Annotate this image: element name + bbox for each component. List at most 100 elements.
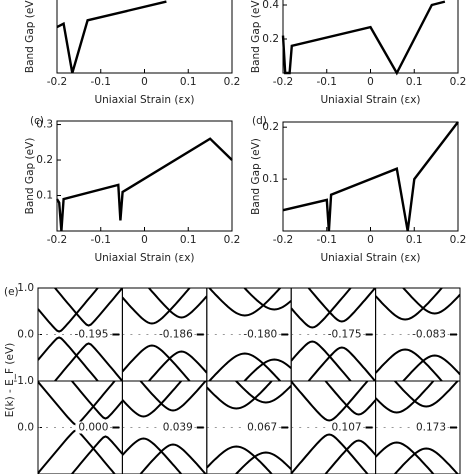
plot-frame: [282, 121, 459, 232]
band-line: [401, 354, 461, 381]
band-panel: -0.186: [121, 287, 208, 382]
strain-annotation: 0.039: [163, 422, 193, 434]
gap-curve: [55, 137, 233, 232]
band-line: [307, 346, 376, 381]
panel-label: (c): [30, 115, 44, 127]
y-axis-label: Band Gap (eV): [250, 0, 262, 73]
x-tick-label: 0: [141, 76, 148, 88]
y-tick-label: 0.0: [17, 329, 34, 341]
x-axis-label: Uniaxial Strain (εx): [320, 252, 420, 264]
band-line: [53, 342, 123, 381]
band-line: [206, 381, 274, 410]
x-tick-label: 0.1: [180, 234, 197, 246]
x-tick-label: 0: [367, 234, 374, 246]
bands: [122, 381, 207, 474]
band-panel: 0.173: [375, 380, 461, 474]
x-tick-label: 0.2: [450, 234, 467, 246]
band-panel: -0.195: [37, 287, 123, 382]
x-tick-label: -0.2: [47, 234, 68, 246]
band-line: [375, 441, 435, 474]
x-tick-label: -0.2: [273, 234, 294, 246]
bands: [38, 288, 123, 381]
x-tick-label: -0.1: [317, 234, 338, 246]
label-bg: [244, 421, 278, 434]
y-tick-label: 1.0: [17, 282, 34, 294]
x-axis-label: Uniaxial Strain (εx): [320, 94, 420, 106]
strain-annotation: -0.186: [159, 329, 193, 341]
bands: [206, 288, 292, 381]
y-axis-label: Band Gap (eV): [250, 138, 262, 215]
bands: [206, 381, 292, 474]
y-tick-label: 0.1: [262, 173, 279, 185]
y-axis-label: Band Gap (eV): [24, 0, 36, 73]
x-tick-label: -0.2: [47, 76, 68, 88]
band-panel: 0.107: [290, 380, 377, 474]
label-bg: [244, 328, 278, 341]
label-bg: [328, 328, 362, 341]
band-line: [122, 381, 183, 418]
band-panel: 0.039: [121, 380, 208, 474]
band-line: [38, 336, 100, 381]
strain-annotation: 0.107: [332, 422, 362, 434]
band-line: [38, 288, 100, 333]
strain-annotation: 0.173: [416, 422, 446, 434]
strain-annotation: -0.195: [75, 329, 109, 341]
y-tick-label: 0.2: [262, 121, 279, 133]
y-tick-label: 0.2: [262, 33, 279, 45]
gap-curve: [56, 0, 167, 74]
y-tick-label: 0.4: [262, 0, 279, 11]
x-tick-label: 0.1: [406, 234, 423, 246]
x-tick-label: -0.1: [317, 76, 338, 88]
strain-annotation: 0.000: [78, 422, 108, 434]
band-line: [243, 288, 292, 311]
strain-annotation: -0.175: [328, 329, 362, 341]
band-line: [291, 340, 352, 381]
band-panel: -0.175: [290, 287, 377, 382]
gap-curve: [281, 0, 446, 76]
label-bg: [328, 421, 362, 434]
gap-curve: [282, 121, 459, 232]
y-tick-label: 0.3: [36, 119, 53, 131]
x-tick-label: 0.2: [224, 234, 241, 246]
band-line: [139, 381, 207, 412]
bands: [122, 288, 207, 381]
band-line: [122, 288, 191, 325]
y-axis-label: Band Gap (eV): [24, 138, 36, 215]
band-line: [291, 381, 369, 422]
band-panel: -0.180: [206, 287, 292, 382]
band-panel: -0.083: [375, 287, 461, 382]
band-line: [147, 350, 207, 381]
band-line: [375, 348, 444, 381]
band-line: [401, 288, 461, 315]
y-tick-label: 0.2: [36, 154, 53, 166]
band-line: [53, 288, 123, 327]
x-tick-label: 0: [367, 76, 374, 88]
band-line: [234, 451, 292, 474]
bands: [375, 381, 460, 474]
band-panel: 0.067: [206, 380, 292, 474]
bands: [291, 381, 376, 474]
band-panel: 0.000: [37, 380, 123, 474]
band-line: [208, 288, 282, 317]
band-line: [70, 435, 123, 474]
subpanel-frame: [375, 380, 461, 474]
band-line: [139, 443, 207, 474]
x-axis-label: Uniaxial Strain (εx): [94, 94, 194, 106]
band-line: [70, 381, 123, 420]
strain-annotation: 0.067: [247, 422, 277, 434]
panel-label: (d): [252, 115, 267, 127]
x-tick-label: 0.2: [224, 76, 241, 88]
band-line: [291, 288, 352, 329]
band-line: [291, 433, 369, 474]
label-bg: [413, 421, 446, 434]
strain-annotation: -0.083: [412, 329, 446, 341]
band-line: [393, 447, 459, 474]
band-line: [147, 288, 207, 319]
label-bg: [159, 421, 193, 434]
band-line: [122, 437, 183, 474]
band-line: [206, 445, 274, 474]
bands: [375, 288, 461, 381]
y-tick-label: 0.0: [17, 422, 34, 434]
y-tick-label: 0.1: [36, 190, 53, 202]
band-line: [324, 439, 376, 474]
